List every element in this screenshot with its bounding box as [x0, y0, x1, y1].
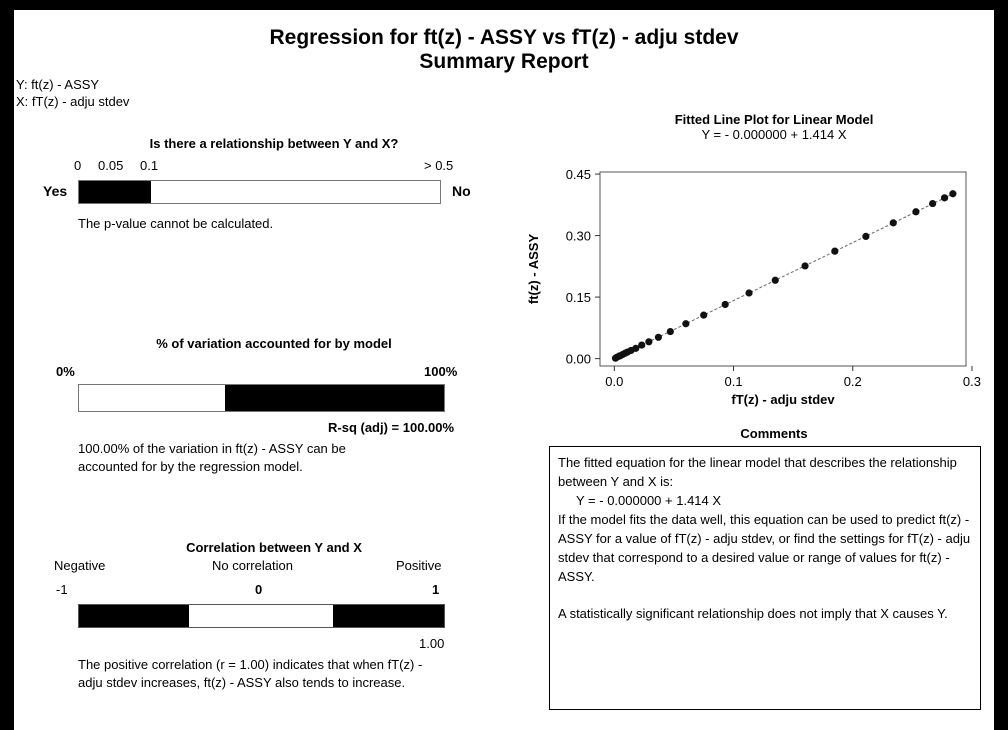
data-point	[721, 300, 729, 309]
plot-frame	[599, 171, 967, 367]
data-point	[771, 276, 779, 284]
correlation-title: Correlation between Y and X	[186, 540, 362, 555]
negative-label: Negative	[54, 558, 106, 573]
comments-equation: Y = - 0.000000 + 1.414 X	[576, 493, 722, 508]
comments-paragraph-2: If the model fits the data well, this eq…	[558, 512, 971, 584]
y-tick-label: 0.00	[566, 352, 591, 367]
variation-message: 100.00% of the variation in ft(z) - ASSY…	[78, 441, 346, 474]
data-point	[940, 194, 949, 202]
corr-tick-right: 1	[432, 582, 440, 597]
pvalue-message: The p-value cannot be calculated.	[78, 216, 274, 231]
x-tick-label: 0.0	[605, 374, 623, 389]
relationship-title: Is there a relationship between Y and X?	[149, 136, 399, 151]
x-tick-label: 0.3	[963, 374, 981, 389]
data-point	[912, 208, 920, 216]
correlation-bar	[78, 604, 445, 628]
data-point	[645, 338, 653, 346]
data-point	[862, 232, 870, 240]
variation-bar-empty	[79, 385, 225, 411]
y-variable-label: Y: ft(z) - ASSY	[16, 77, 100, 92]
no-correlation-label: No correlation	[212, 558, 293, 573]
pvalue-tick-0: 0	[74, 158, 82, 173]
pvalue-tick-05: > 0.5	[424, 158, 454, 173]
x-tick-label: 0.2	[844, 374, 862, 389]
data-point	[929, 199, 937, 208]
data-point	[949, 190, 957, 198]
variation-bar	[78, 384, 445, 412]
data-point	[700, 311, 708, 319]
pvalue-bar-fill	[79, 181, 152, 203]
correlation-bar-negative	[79, 605, 189, 627]
comments-paragraph-1: The fitted equation for the linear model…	[558, 455, 957, 489]
no-label: No	[452, 183, 471, 199]
y-axis-label: ft(z) - ASSY	[526, 234, 541, 305]
correlation-message: The positive correlation (r = 1.00) indi…	[78, 657, 423, 690]
correlation-value: 1.00	[419, 636, 445, 651]
pvalue-tick-01: 0.1	[140, 158, 159, 173]
pvalue-bar	[78, 180, 441, 204]
data-point	[638, 341, 646, 349]
x-axis-label: fT(z) - adju stdev	[731, 392, 835, 407]
positive-label: Positive	[396, 558, 442, 573]
report-subtitle: Summary Report	[419, 50, 589, 73]
data-point	[666, 327, 674, 336]
plot-title: Fitted Line Plot for Linear Model	[674, 112, 874, 127]
variation-left-label: 0%	[56, 364, 75, 379]
pvalue-tick-005: 0.05	[98, 158, 124, 173]
y-tick-label: 0.30	[566, 229, 591, 244]
x-tick-label: 0.1	[724, 374, 742, 389]
data-point	[831, 247, 839, 255]
report-title: Regression for ft(z) - ASSY vs fT(z) - a…	[269, 26, 739, 49]
variation-bar-fill	[225, 385, 444, 411]
data-point	[889, 219, 897, 227]
comments-title: Comments	[740, 426, 808, 441]
variation-title: % of variation accounted for by model	[156, 336, 392, 351]
y-tick-label: 0.45	[566, 167, 591, 182]
corr-tick-left: -1	[56, 582, 68, 597]
data-point	[682, 320, 690, 328]
corr-tick-mid: 0	[255, 582, 263, 597]
summary-report: Regression for ft(z) - ASSY vs fT(z) - a…	[14, 10, 994, 730]
data-point	[654, 333, 663, 341]
data-point	[801, 262, 809, 270]
plot-equation: Y = - 0.000000 + 1.414 X	[701, 127, 847, 142]
comments-box: The fitted equation for the linear model…	[549, 446, 981, 710]
x-variable-label: X: fT(z) - adju stdev	[16, 94, 130, 109]
yes-label: Yes	[43, 183, 68, 199]
fitted-line-plot-svg: 0.00 0.15 0.30 0.45 0.0 0.1 0.2 0.3 fT(z) - adju…	[526, 167, 981, 407]
fitted-line-plot: 0.00 0.15 0.30 0.45 0.0 0.1 0.2 0.3 fT(z) - adju…	[494, 150, 984, 415]
correlation-bar-positive	[333, 605, 444, 627]
comments-paragraph-3: A statistically significant relationship…	[558, 606, 948, 621]
rsq-label: R-sq (adj) = 100.00%	[328, 420, 455, 435]
variation-right-label: 100%	[424, 364, 458, 379]
data-point	[745, 289, 753, 297]
data-point	[632, 344, 640, 352]
y-tick-label: 0.15	[566, 290, 591, 305]
